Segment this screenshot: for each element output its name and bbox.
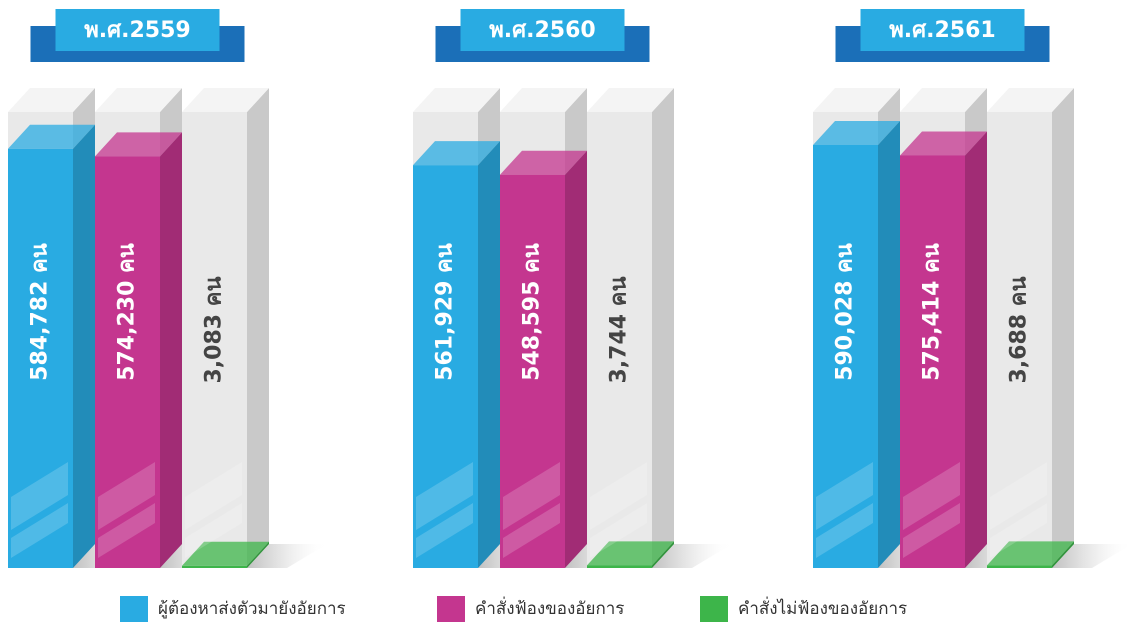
bar-top: [587, 541, 674, 566]
group-title: พ.ศ.2561: [889, 18, 995, 43]
bar-side: [1052, 541, 1074, 568]
bar: [587, 565, 652, 568]
bar: [987, 565, 1052, 568]
legend-label: ผู้ต้องหาส่งตัวมายังอัยการ: [158, 599, 346, 619]
value-label: 584,782 คน: [28, 243, 53, 381]
container-top: [182, 88, 269, 112]
glare: [990, 462, 1047, 530]
glare: [185, 503, 242, 558]
glare: [503, 462, 560, 530]
container-side: [652, 88, 674, 568]
bar-side: [652, 541, 674, 568]
container-top: [500, 88, 587, 112]
container-side: [1052, 88, 1074, 568]
bar-top: [987, 541, 1074, 566]
container-top: [900, 88, 987, 112]
value-label: 575,414 คน: [920, 243, 945, 381]
value-label: 548,595 คน: [520, 243, 545, 381]
bar-side: [565, 150, 587, 568]
glare: [816, 462, 873, 530]
bar-top: [95, 132, 182, 157]
bar-top: [500, 150, 587, 175]
bar-top: [182, 541, 269, 566]
bar: [95, 156, 160, 569]
glare: [416, 462, 473, 530]
glare: [590, 462, 647, 530]
glare: [11, 462, 68, 530]
container: [182, 112, 247, 568]
container-top: [987, 88, 1074, 112]
ribbon: [460, 9, 625, 51]
bar: [413, 165, 478, 568]
bar-side: [160, 132, 182, 569]
bar: [900, 155, 965, 569]
bar-side: [878, 121, 900, 568]
bar-shadow: [247, 544, 327, 568]
bar: [182, 565, 247, 568]
container-top: [413, 88, 500, 112]
container: [587, 112, 652, 568]
glare: [98, 462, 155, 530]
container-top: [587, 88, 674, 112]
bar-top: [413, 141, 500, 166]
container-side: [247, 88, 269, 568]
bar: [8, 148, 73, 569]
value-label: 3,083 คน: [202, 276, 227, 383]
ribbon: [860, 9, 1025, 51]
container-top: [95, 88, 182, 112]
glare: [503, 503, 560, 558]
glare: [185, 462, 242, 530]
glare: [990, 503, 1047, 558]
value-label: 590,028 คน: [833, 243, 858, 381]
glare: [816, 503, 873, 558]
container-top: [8, 88, 95, 112]
value-label: 561,929 คน: [433, 243, 458, 381]
bar-side: [478, 141, 500, 568]
bar-side: [965, 131, 987, 569]
bar-side: [73, 124, 95, 569]
bar-top: [813, 121, 900, 145]
glare: [11, 503, 68, 558]
glare: [98, 503, 155, 558]
bar-side: [247, 541, 269, 568]
value-label: 3,744 คน: [607, 276, 632, 383]
value-label: 574,230 คน: [115, 243, 140, 381]
bar-top: [900, 131, 987, 156]
value-label: 3,688 คน: [1007, 276, 1032, 383]
glare: [903, 462, 960, 530]
legend-swatch: [120, 596, 148, 622]
container: [987, 112, 1052, 568]
legend-swatch: [437, 596, 465, 622]
group-title: พ.ศ.2560: [489, 18, 595, 43]
bar: [500, 174, 565, 568]
bar-shadow: [1052, 544, 1127, 568]
glare: [590, 503, 647, 558]
legend-label: คำสั่งไม่ฟ้องของอัยการ: [738, 596, 907, 619]
bar: [813, 145, 878, 568]
container-top: [813, 88, 900, 112]
ribbon: [55, 9, 220, 51]
group-title: พ.ศ.2559: [84, 18, 190, 43]
glare: [903, 503, 960, 558]
glare: [416, 503, 473, 558]
bar-shadow: [652, 544, 732, 568]
legend-label: คำสั่งฟ้องของอัยการ: [475, 596, 624, 619]
legend-swatch: [700, 596, 728, 622]
bar-top: [8, 124, 95, 149]
